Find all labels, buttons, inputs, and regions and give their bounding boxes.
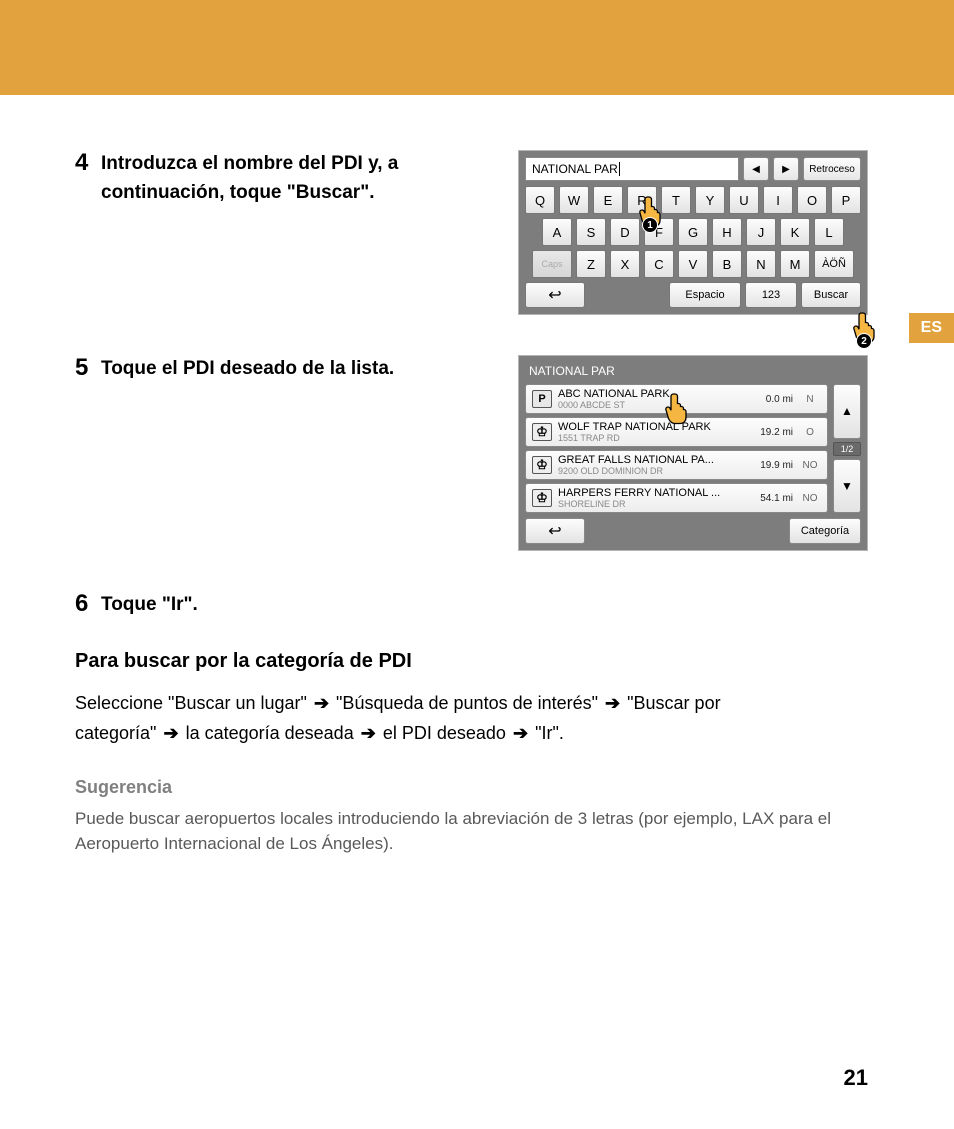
arrow-icon: ➔ bbox=[605, 689, 620, 719]
park-icon: ♔ bbox=[532, 456, 552, 474]
step-6-number: 6 bbox=[75, 591, 101, 617]
accent-key[interactable]: ÀÖÑ bbox=[814, 250, 854, 278]
result-direction: O bbox=[799, 427, 821, 438]
result-item[interactable]: ♔ GREAT FALLS NATIONAL PA...9200 OLD DOMI… bbox=[525, 450, 828, 480]
step-4-title: Introduzca el nombre del PDI y, a contin… bbox=[101, 150, 504, 207]
tip-heading: Sugerencia bbox=[75, 777, 868, 798]
space-key[interactable]: Espacio bbox=[669, 282, 741, 308]
page-number: 21 bbox=[844, 1065, 868, 1091]
numbers-key[interactable]: 123 bbox=[745, 282, 797, 308]
result-distance: 19.2 mi bbox=[751, 427, 793, 438]
step-4: 4 Introduzca el nombre del PDI y, a cont… bbox=[75, 150, 868, 315]
return-icon: ↩ bbox=[548, 521, 561, 541]
key-s[interactable]: S bbox=[576, 218, 606, 246]
back-button[interactable]: ↩ bbox=[525, 518, 585, 544]
return-key[interactable]: ↩ bbox=[525, 282, 585, 308]
key-k[interactable]: K bbox=[780, 218, 810, 246]
result-distance: 54.1 mi bbox=[751, 493, 793, 504]
result-name: WOLF TRAP NATIONAL PARK bbox=[558, 421, 745, 433]
key-h[interactable]: H bbox=[712, 218, 742, 246]
result-name: ABC NATIONAL PARK bbox=[558, 388, 745, 400]
key-d[interactable]: D bbox=[610, 218, 640, 246]
parking-icon: P bbox=[532, 390, 552, 408]
callout-badge-2: 2 bbox=[856, 333, 872, 349]
key-i[interactable]: I bbox=[763, 186, 793, 214]
cursor-left-button[interactable]: ◀ bbox=[743, 157, 769, 181]
key-g[interactable]: G bbox=[678, 218, 708, 246]
top-orange-bar bbox=[0, 0, 954, 95]
park-icon: ♔ bbox=[532, 489, 552, 507]
key-c[interactable]: C bbox=[644, 250, 674, 278]
search-input-value: NATIONAL PAR bbox=[532, 162, 618, 176]
nav-path-text: Seleccione "Buscar un lugar" ➔ "Búsqueda… bbox=[75, 689, 868, 749]
arrow-icon: ➔ bbox=[163, 719, 178, 749]
key-n[interactable]: N bbox=[746, 250, 776, 278]
result-item[interactable]: ♔ HARPERS FERRY NATIONAL ...SHORELINE DR 5… bbox=[525, 483, 828, 513]
caps-key[interactable]: Caps bbox=[532, 250, 572, 278]
cursor-right-button[interactable]: ▶ bbox=[773, 157, 799, 181]
category-button[interactable]: Categoría bbox=[789, 518, 861, 544]
key-z[interactable]: Z bbox=[576, 250, 606, 278]
key-y[interactable]: Y bbox=[695, 186, 725, 214]
result-address: 0000 ABCDE ST bbox=[558, 400, 745, 410]
page-indicator: 1/2 bbox=[833, 442, 861, 456]
key-t[interactable]: T bbox=[661, 186, 691, 214]
park-icon: ♔ bbox=[532, 423, 552, 441]
results-title: NATIONAL PAR bbox=[525, 362, 861, 384]
search-key[interactable]: Buscar bbox=[801, 282, 861, 308]
result-direction: NO bbox=[799, 493, 821, 504]
arrow-icon: ➔ bbox=[361, 719, 376, 749]
key-x[interactable]: X bbox=[610, 250, 640, 278]
backspace-button[interactable]: Retroceso bbox=[803, 157, 861, 181]
key-w[interactable]: W bbox=[559, 186, 589, 214]
result-address: SHORELINE DR bbox=[558, 499, 745, 509]
arrow-icon: ➔ bbox=[314, 689, 329, 719]
key-p[interactable]: P bbox=[831, 186, 861, 214]
result-direction: N bbox=[799, 394, 821, 405]
key-m[interactable]: M bbox=[780, 250, 810, 278]
tip-text: Puede buscar aeropuertos locales introdu… bbox=[75, 806, 868, 857]
results-screenshot: NATIONAL PAR P ABC NATIONAL PARK0000 ABCD… bbox=[518, 355, 868, 551]
key-j[interactable]: J bbox=[746, 218, 776, 246]
scroll-down-button[interactable]: ▼ bbox=[833, 459, 861, 514]
key-b[interactable]: B bbox=[712, 250, 742, 278]
callout-hand-2-icon: 2 bbox=[851, 311, 877, 347]
key-u[interactable]: U bbox=[729, 186, 759, 214]
key-v[interactable]: V bbox=[678, 250, 708, 278]
step-5: 5 Toque el PDI deseado de la lista. NATI… bbox=[75, 355, 868, 551]
result-address: 9200 OLD DOMINION DR bbox=[558, 466, 745, 476]
step-6: 6 Toque "Ir". bbox=[75, 591, 868, 620]
keyboard-screenshot: NATIONAL PAR ◀ ▶ Retroceso QWERTYUIOP AS… bbox=[518, 150, 868, 315]
section-heading: Para buscar por la categoría de PDI bbox=[75, 650, 868, 673]
key-a[interactable]: A bbox=[542, 218, 572, 246]
return-icon: ↩ bbox=[548, 285, 561, 305]
key-o[interactable]: O bbox=[797, 186, 827, 214]
result-distance: 19.9 mi bbox=[751, 460, 793, 471]
step-4-number: 4 bbox=[75, 150, 101, 176]
scroll-up-button[interactable]: ▲ bbox=[833, 384, 861, 439]
result-name: HARPERS FERRY NATIONAL ... bbox=[558, 487, 745, 499]
step-6-title: Toque "Ir". bbox=[101, 591, 854, 620]
step-5-number: 5 bbox=[75, 355, 101, 381]
key-f[interactable]: F bbox=[644, 218, 674, 246]
result-name: GREAT FALLS NATIONAL PA... bbox=[558, 454, 745, 466]
result-direction: NO bbox=[799, 460, 821, 471]
step-5-title: Toque el PDI deseado de la lista. bbox=[101, 355, 504, 384]
result-item[interactable]: ♔ WOLF TRAP NATIONAL PARK1551 TRAP RD 19.2… bbox=[525, 417, 828, 447]
key-q[interactable]: Q bbox=[525, 186, 555, 214]
result-address: 1551 TRAP RD bbox=[558, 433, 745, 443]
search-input[interactable]: NATIONAL PAR bbox=[525, 157, 739, 181]
result-distance: 0.0 mi bbox=[751, 394, 793, 405]
arrow-icon: ➔ bbox=[513, 719, 528, 749]
text-cursor bbox=[619, 162, 620, 176]
result-item[interactable]: P ABC NATIONAL PARK0000 ABCDE ST 0.0 mi N bbox=[525, 384, 828, 414]
page-content: 4 Introduzca el nombre del PDI y, a cont… bbox=[0, 95, 954, 857]
key-r[interactable]: R bbox=[627, 186, 657, 214]
key-l[interactable]: L bbox=[814, 218, 844, 246]
key-e[interactable]: E bbox=[593, 186, 623, 214]
